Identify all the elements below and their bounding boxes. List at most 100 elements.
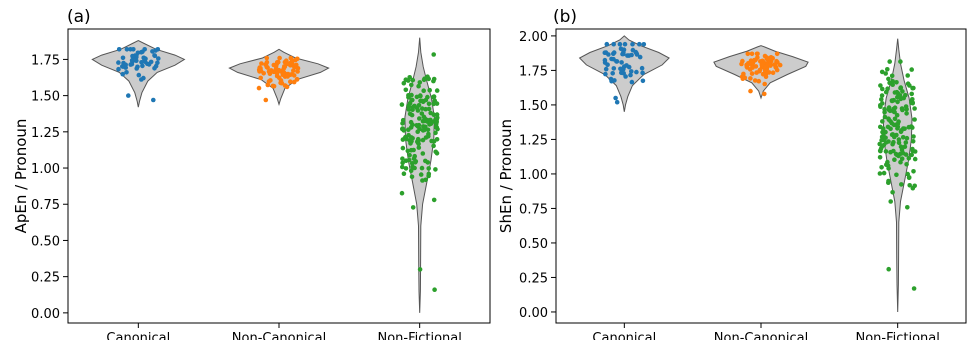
data-point <box>883 129 888 135</box>
data-point <box>877 155 883 160</box>
data-point <box>116 60 121 65</box>
data-point <box>878 148 883 154</box>
data-point <box>902 126 907 131</box>
data-point <box>408 168 414 174</box>
data-point <box>400 145 406 151</box>
data-point <box>910 97 915 102</box>
data-point <box>912 117 917 122</box>
data-point <box>879 93 885 98</box>
data-point <box>898 85 903 91</box>
data-point <box>416 137 422 143</box>
data-point <box>903 92 908 98</box>
data-point <box>611 50 617 55</box>
data-point <box>136 72 142 78</box>
data-point <box>405 78 411 83</box>
data-point <box>639 65 645 71</box>
data-point <box>419 106 425 111</box>
data-point <box>408 125 414 130</box>
data-point <box>130 54 136 59</box>
y-axis-label: ApEn / Pronoun <box>12 119 30 234</box>
data-point <box>619 70 624 76</box>
data-point <box>911 169 916 174</box>
data-point <box>900 150 906 156</box>
data-point <box>256 85 262 91</box>
data-point <box>911 134 916 139</box>
data-point <box>739 74 745 80</box>
data-point <box>406 107 412 112</box>
data-point <box>748 76 753 81</box>
data-point <box>886 105 892 110</box>
data-point <box>416 103 422 108</box>
data-point <box>762 91 767 97</box>
data-point <box>291 79 297 85</box>
data-point <box>880 126 886 131</box>
data-point <box>640 78 646 84</box>
data-point <box>261 71 267 76</box>
y-tick-label: 2.00 <box>519 30 548 45</box>
data-point <box>894 172 899 178</box>
data-point <box>902 144 908 149</box>
data-point <box>898 59 903 64</box>
y-tick-label: 1.00 <box>519 168 548 183</box>
data-point <box>888 199 893 204</box>
data-point <box>410 77 416 83</box>
data-point <box>890 82 895 87</box>
data-point <box>419 98 425 104</box>
data-point <box>881 170 887 176</box>
data-point <box>414 94 420 100</box>
data-point <box>618 46 624 51</box>
data-point <box>410 104 416 110</box>
y-tick-label: 0.25 <box>519 271 548 286</box>
data-point <box>628 72 633 78</box>
data-point <box>408 119 414 125</box>
data-point <box>904 162 909 167</box>
data-point <box>400 164 405 170</box>
data-point <box>431 143 436 149</box>
data-point <box>431 76 437 82</box>
data-point <box>883 135 888 141</box>
data-point <box>156 56 161 61</box>
data-point <box>883 71 888 76</box>
data-point <box>906 175 912 181</box>
data-point <box>421 124 426 129</box>
data-point <box>886 116 891 121</box>
data-point <box>603 66 609 72</box>
data-point <box>430 94 436 100</box>
data-point <box>426 166 432 171</box>
data-point <box>882 109 887 115</box>
data-point <box>277 55 282 61</box>
data-point <box>120 64 125 69</box>
data-point <box>614 99 620 105</box>
data-point <box>428 120 433 125</box>
data-point <box>892 116 898 122</box>
data-point <box>401 171 407 176</box>
data-point <box>620 51 625 57</box>
data-point <box>603 50 609 55</box>
data-point <box>295 69 300 74</box>
data-point <box>881 142 887 148</box>
data-point <box>887 59 892 64</box>
panel-a: (a) 0.00 0.25 0.50 0.75 1.00 1.25 1.50 1.75 ApEn … <box>12 7 491 340</box>
data-point <box>152 53 157 58</box>
data-point <box>263 97 269 103</box>
data-point <box>425 74 430 79</box>
data-point <box>623 74 628 79</box>
data-point <box>767 62 773 68</box>
data-point <box>139 60 144 65</box>
data-point <box>285 71 291 77</box>
data-point <box>425 94 430 100</box>
data-point <box>880 86 885 92</box>
data-point <box>426 106 432 112</box>
data-point <box>417 116 422 121</box>
data-point <box>400 126 405 132</box>
data-point <box>610 71 615 76</box>
data-point <box>410 205 416 210</box>
data-point <box>739 61 744 67</box>
data-point <box>400 160 405 166</box>
data-point <box>637 54 643 60</box>
data-point <box>886 178 891 184</box>
data-point <box>897 93 903 98</box>
data-point <box>146 62 152 67</box>
data-point <box>418 172 424 177</box>
x-tick-label: Canonical <box>592 331 656 340</box>
